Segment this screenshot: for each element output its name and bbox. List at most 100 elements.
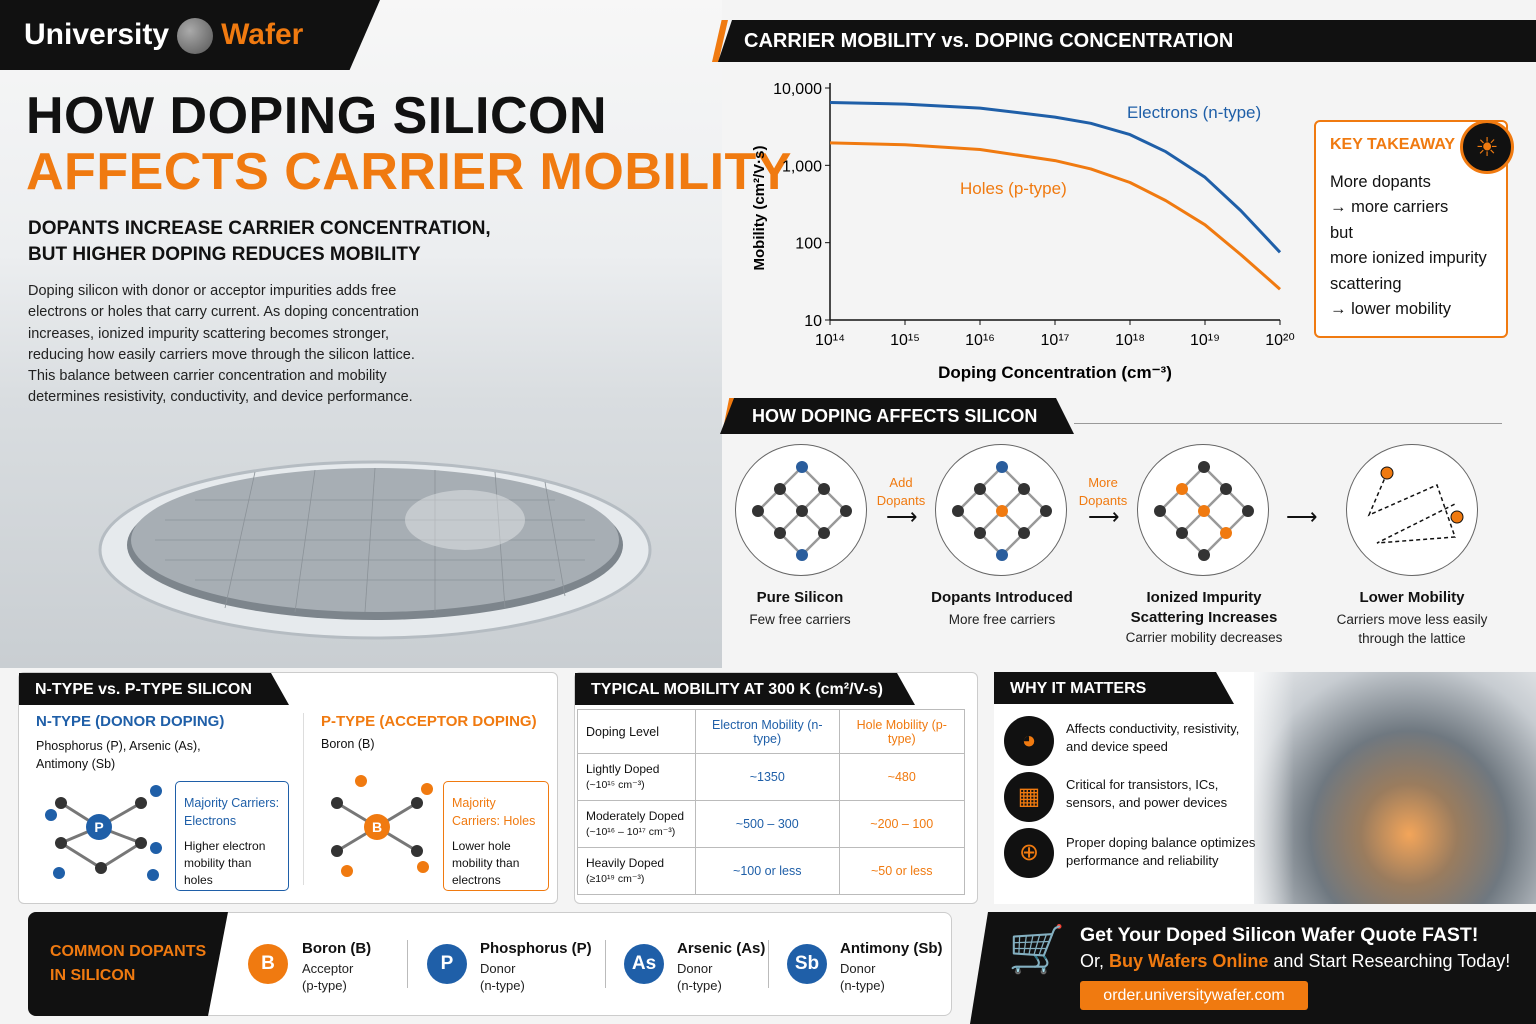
- dopant-type: (n-type): [840, 978, 885, 993]
- dopant-name: Boron (B): [302, 940, 372, 957]
- n-atom-symbol: P: [94, 819, 103, 835]
- takeaway-text: More dopants → more carriers but more io…: [1330, 170, 1487, 322]
- doping-level-cell: Lightly Doped (~10¹⁵ cm⁻³): [577, 753, 696, 801]
- takeaway-line: scattering: [1330, 274, 1402, 293]
- boron-icon: B: [248, 944, 288, 984]
- x-tick-label: 10¹⁸: [1115, 332, 1145, 349]
- x-tick-label: 10¹⁷: [1041, 332, 1070, 349]
- level-range: (~10¹⁵ cm⁻³): [586, 779, 645, 791]
- hole-cell: ~480: [838, 753, 966, 801]
- electron-cell: ~100 or less: [695, 847, 840, 895]
- page-title-line2: AFFECTS CARRIER MOBILITY: [26, 143, 792, 201]
- takeaway-line: → more carriers: [1330, 198, 1449, 217]
- add-dopants-label: Add Dopants: [876, 475, 926, 508]
- arsenic-icon: As: [624, 944, 664, 984]
- n-carrier-desc: Higher electron mobility than holes: [184, 839, 266, 887]
- logo[interactable]: University Wafer: [24, 18, 304, 55]
- takeaway-line: More dopants: [1330, 173, 1431, 191]
- p-carrier-desc: Lower hole mobility than electrons: [452, 839, 520, 887]
- series-label: Electrons (n-type): [1127, 103, 1261, 122]
- mobility-table-header: TYPICAL MOBILITY AT 300 K (cm²/V-s): [575, 673, 915, 705]
- level-range: (~10¹⁶ – 10¹⁷ cm⁻³): [586, 826, 676, 838]
- table-row: Moderately Doped (~10¹⁶ – 10¹⁷ cm⁻³) ~500…: [577, 800, 966, 848]
- x-axis-label: Doping Concentration (cm⁻³): [938, 363, 1172, 382]
- target-icon: ⊕: [1004, 828, 1054, 878]
- hole-cell: ~200 – 100: [838, 800, 966, 848]
- series-line-0: [829, 101, 1282, 254]
- dopant-role: Donor: [840, 961, 876, 976]
- stage-title: Lower Mobility: [1359, 589, 1465, 606]
- stage-desc: Carriers move less easily through the la…: [1336, 612, 1488, 646]
- doping-level-cell: Moderately Doped (~10¹⁶ – 10¹⁷ cm⁻³): [577, 800, 696, 848]
- dopant-role: Acceptor: [302, 961, 354, 976]
- logo-text-university: University: [24, 18, 170, 51]
- lightbulb-icon: ☀: [1460, 120, 1514, 174]
- n-type-lattice: P: [45, 785, 162, 881]
- table-row: Heavily Doped (≥10¹⁹ cm⁻³) ~100 or less ~…: [577, 847, 966, 895]
- why-it-matters-panel: WHY IT MATTERS ◕ Affects conductivity, r…: [994, 672, 1536, 904]
- carrier-path-diagram: [1346, 444, 1478, 576]
- takeaway-line: but: [1330, 223, 1353, 242]
- x-tick-label: 10¹⁵: [890, 332, 920, 349]
- order-url-button[interactable]: order.universitywafer.com: [1080, 981, 1308, 1010]
- level-name: Lightly Doped: [586, 762, 660, 776]
- p-type-lattice: B: [331, 775, 433, 877]
- level-range: (≥10¹⁹ cm⁻³): [586, 873, 645, 885]
- divider: [605, 940, 606, 988]
- wafer-machine-image: [1254, 672, 1536, 904]
- n-carrier-box: Majority Carriers: Electrons Higher elec…: [175, 781, 289, 891]
- dopant-type: (n-type): [677, 978, 722, 993]
- n-type-title: N-TYPE (DONOR DOPING): [36, 713, 225, 730]
- level-name: Heavily Doped: [586, 856, 665, 870]
- stage-title: Dopants Introduced: [931, 589, 1073, 606]
- takeaway-line: → lower mobility: [1330, 300, 1452, 319]
- n-type-dopants: Phosphorus (P), Arsenic (As), Antimony (…: [36, 739, 201, 771]
- y-tick-label: 100: [795, 236, 822, 253]
- table-row: Lightly Doped (~10¹⁵ cm⁻³) ~1350 ~480: [577, 753, 966, 801]
- buy-wafers-link[interactable]: Buy Wafers Online: [1109, 951, 1269, 971]
- how-header: HOW DOPING AFFECTS SILICON: [752, 406, 1038, 426]
- dopant-name: Antimony (Sb): [840, 940, 943, 957]
- chart-ticks: 10 100 1,000 10,000 10¹⁴ 10¹⁵ 10¹⁶ 10¹⁷ 10¹⁸ 10¹⁹…: [773, 81, 1295, 349]
- why-item-text: Critical for transistors, ICs, sensors, …: [1066, 777, 1228, 810]
- stage-desc: Few free carriers: [749, 612, 851, 627]
- dopants-label: COMMON DOPANTS IN SILICON: [50, 943, 207, 984]
- wafer-dot-icon: [177, 18, 214, 55]
- cta-text: and Start Researching Today!: [1273, 951, 1511, 971]
- why-header: WHY IT MATTERS: [994, 672, 1234, 704]
- cart-icon: 🛒: [1008, 923, 1066, 975]
- how-header-bar: [720, 398, 1074, 434]
- y-tick-label: 1,000: [782, 158, 822, 175]
- stage-desc: Carrier mobility decreases: [1125, 630, 1283, 645]
- dopant-name: Arsenic (As): [677, 940, 766, 957]
- p-carrier-box: Majority Carriers: Holes Lower hole mobi…: [443, 781, 549, 891]
- page-title-line1: HOW DOPING SILICON: [26, 87, 607, 145]
- y-tick-label: 10: [804, 313, 822, 330]
- x-tick-label: 10¹⁹: [1190, 332, 1220, 349]
- chart-header: CARRIER MOBILITY vs. DOPING CONCENTRATIO…: [744, 30, 1234, 52]
- x-tick-label: 10²⁰: [1265, 332, 1295, 349]
- electron-cell: ~500 – 300: [695, 800, 840, 848]
- gauge-icon: ◕: [1004, 716, 1054, 766]
- dopant-name: Phosphorus (P): [480, 940, 592, 957]
- hero-panel: [0, 0, 722, 668]
- why-item-text: Affects conductivity, resistivity, and d…: [1066, 721, 1240, 754]
- divider: [407, 940, 408, 988]
- dopant-type: (p-type): [302, 978, 347, 993]
- divider: [1074, 423, 1502, 424]
- y-tick-label: 10,000: [773, 81, 822, 98]
- stage-title: Ionized Impurity Scattering Increases: [1130, 589, 1278, 626]
- level-name: Moderately Doped: [586, 809, 685, 823]
- p-type-title: P-TYPE (ACCEPTOR DOPING): [321, 713, 537, 730]
- more-dopants-label: More Dopants: [1078, 475, 1128, 508]
- takeaway-line: more ionized impurity: [1330, 249, 1487, 268]
- logo-text-wafer: Wafer: [221, 18, 304, 51]
- divider: [768, 940, 769, 988]
- cta-headline: Get Your Doped Silicon Wafer Quote FAST!: [1080, 924, 1479, 946]
- why-item-text: Proper doping balance optimizes performa…: [1066, 835, 1256, 868]
- cta-text: Or,: [1080, 951, 1105, 971]
- chip-icon: ▦: [1004, 772, 1054, 822]
- column-header: Electron Mobility (n-type): [695, 709, 840, 754]
- stage-title: Pure Silicon: [756, 589, 844, 606]
- scattering-lattice: [1137, 444, 1269, 576]
